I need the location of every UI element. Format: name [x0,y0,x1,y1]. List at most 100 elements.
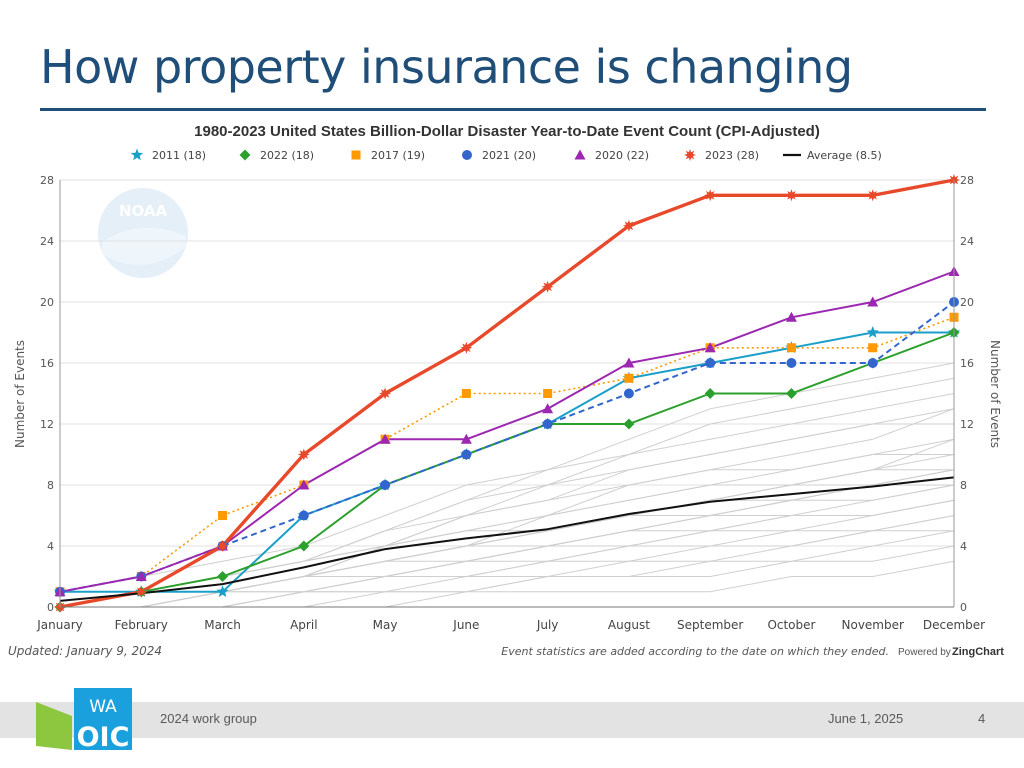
footer-date: June 1, 2025 [828,711,904,726]
x-tick-label: June [452,618,479,632]
y-tick-label-left: 16 [40,357,54,370]
legend-label: 2011 (18) [152,149,206,162]
data-point [785,189,798,202]
y-tick-label-right: 16 [960,357,974,370]
y-tick-label-left: 8 [47,479,54,492]
y-tick-label-right: 8 [960,479,967,492]
series-line-1 [59,331,955,608]
logo-text-top: WA [89,697,117,717]
data-point [543,389,553,398]
history-line [60,530,954,608]
zingchart-brand: ZingChart [952,646,1004,658]
data-point [218,511,228,520]
history-line [60,484,955,608]
legend-label: 2020 (22) [595,149,649,162]
data-point [786,343,796,353]
x-tick-label: February [115,618,168,632]
data-point [623,418,635,430]
legend-symbol [351,150,361,160]
y-tick-label-right: 20 [960,296,974,309]
x-tick-label: August [608,618,650,632]
data-point [461,389,471,398]
series-line-6 [59,476,955,602]
data-point [704,342,716,353]
data-point [786,358,797,368]
data-point [135,585,148,598]
y-tick-label-left: 20 [40,296,54,309]
data-point [460,433,472,444]
data-point [866,326,879,338]
data-point [704,388,716,399]
event-statistics-note: Event statistics are added according to … [501,645,889,658]
disaster-count-chart: 1980-2023 United States Billion-Dollar D… [8,123,1004,658]
updated-note: Updated: January 9, 2024 [8,644,162,658]
y-axis-label-left: Number of Events [13,340,27,448]
series-lines [59,178,955,609]
y-axis-label-right: Number of Events [988,340,1002,448]
series-line-0 [60,331,954,593]
data-point [542,403,554,414]
y-tick-label-right: 0 [960,601,967,614]
y-tick-label-left: 28 [40,174,54,187]
chart-title: 1980-2023 United States Billion-Dollar D… [194,123,820,140]
x-tick-label: October [767,618,815,632]
legend-label: Average (8.5) [807,149,882,162]
y-tick-label-right: 12 [960,418,974,431]
data-point [867,358,878,368]
logo-blue-block [74,688,132,750]
data-point [868,343,878,353]
legend-label: 2021 (20) [482,149,536,162]
x-tick-label: July [536,618,559,632]
legend-symbol [462,150,472,160]
data-point [380,480,391,490]
logo-text-bottom: OIC [77,722,130,750]
y-tick-label-left: 0 [47,601,54,614]
data-point [135,571,147,581]
chart-legend: 2011 (18) 2022 (18) 2017 (19) 2021 (20) 2020… [130,148,882,162]
data-point [624,373,634,383]
data-point [541,280,554,293]
footer-left-text: 2024 work group [160,711,257,726]
noaa-logo: NOAA [98,188,188,278]
data-point [785,388,797,399]
data-point [298,540,310,552]
slide-title: How property insurance is changing [40,40,853,94]
x-tick-label: November [842,618,904,632]
data-point [623,357,635,368]
history-line [59,377,955,593]
data-point [623,388,634,399]
data-point [298,510,309,521]
powered-by-text: Powered by [898,647,951,658]
data-point [866,189,879,202]
series-line-2 [59,316,955,593]
data-point [216,540,229,552]
x-tick-label: May [373,618,398,632]
data-point [785,311,797,322]
legend-symbol [239,149,251,161]
x-tick-label: December [923,618,985,632]
wa-oic-logo: WA OIC [36,688,132,750]
legend-symbol [684,149,696,161]
data-point [217,571,229,582]
legend-symbol [574,149,586,160]
footer-bar [0,702,1024,738]
chart-grid [60,179,954,608]
page-number: 4 [978,711,986,726]
legend-label: 2022 (18) [260,149,314,162]
series-line-4 [59,270,955,593]
y-tick-label-right: 24 [960,235,974,248]
data-point [622,219,635,232]
legend-symbol [130,148,144,161]
legend-label: 2023 (28) [705,149,759,162]
series-line-3 [59,301,955,593]
chart-axes: 0 0 4 4 8 8 12 12 16 16 20 20 24 24 28 28 January Februar… [36,174,985,632]
legend-label: 2017 (19) [371,149,425,162]
y-tick-label-left: 24 [40,235,54,248]
data-point [704,189,717,202]
y-tick-label-right: 28 [960,174,974,187]
noaa-logo-text: NOAA [119,202,168,220]
data-point [461,449,472,460]
y-tick-label-right: 4 [960,540,967,553]
data-point [298,479,310,490]
x-tick-label: September [677,618,743,632]
